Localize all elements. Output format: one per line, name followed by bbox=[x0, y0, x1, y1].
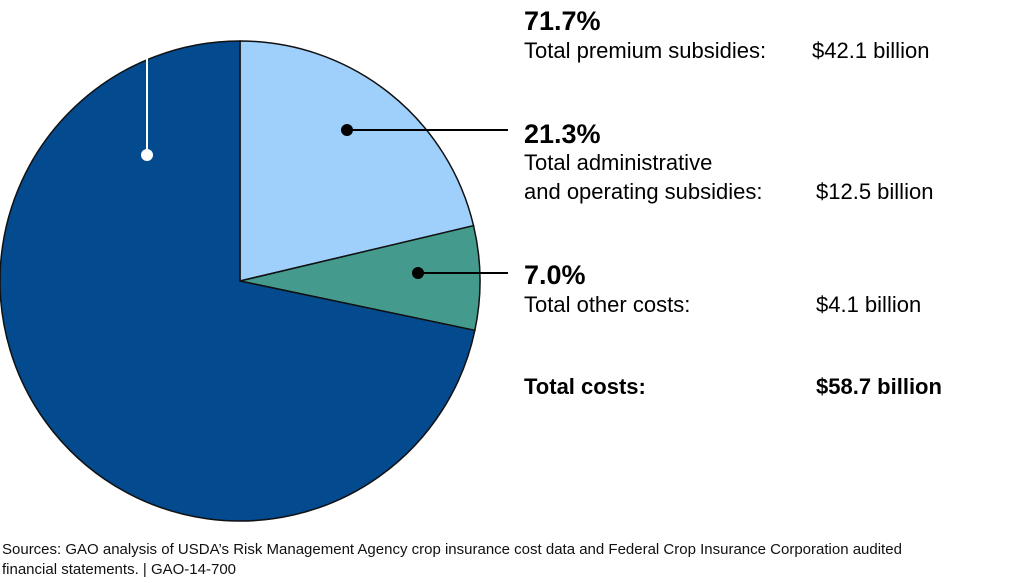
admin-percent: 21.3% bbox=[524, 119, 601, 149]
slice-admin bbox=[239, 40, 475, 282]
source-line-2: financial statements. | GAO-14-700 bbox=[2, 561, 237, 578]
other-leader-dot bbox=[412, 267, 424, 279]
other-label: Total other costs: bbox=[524, 292, 690, 317]
slice-other bbox=[239, 224, 481, 332]
premium-label: Total premium subsidies: bbox=[524, 38, 766, 63]
premium-leader-dot bbox=[141, 149, 153, 161]
other-percent: 7.0% bbox=[524, 260, 586, 290]
admin-amount: $12.5 billion bbox=[816, 179, 933, 204]
premium-percent: 71.7% bbox=[524, 6, 601, 36]
total-amount: $58.7 billion bbox=[816, 374, 942, 399]
other-amount: $4.1 billion bbox=[816, 292, 921, 317]
total-label: Total costs: bbox=[524, 374, 646, 399]
source-note: Sources: GAO analysis of USDA’s Risk Man… bbox=[2, 540, 1022, 580]
source-line-1: Sources: GAO analysis of USDA’s Risk Man… bbox=[2, 541, 902, 558]
slice-premium bbox=[0, 40, 476, 522]
premium-leader-line-inner bbox=[146, 17, 240, 155]
premium-amount: $42.1 billion bbox=[812, 38, 929, 63]
admin-label-line2: and operating subsidies: bbox=[524, 179, 763, 204]
admin-leader-dot bbox=[341, 124, 353, 136]
admin-label-line1: Total administrative bbox=[524, 150, 712, 175]
